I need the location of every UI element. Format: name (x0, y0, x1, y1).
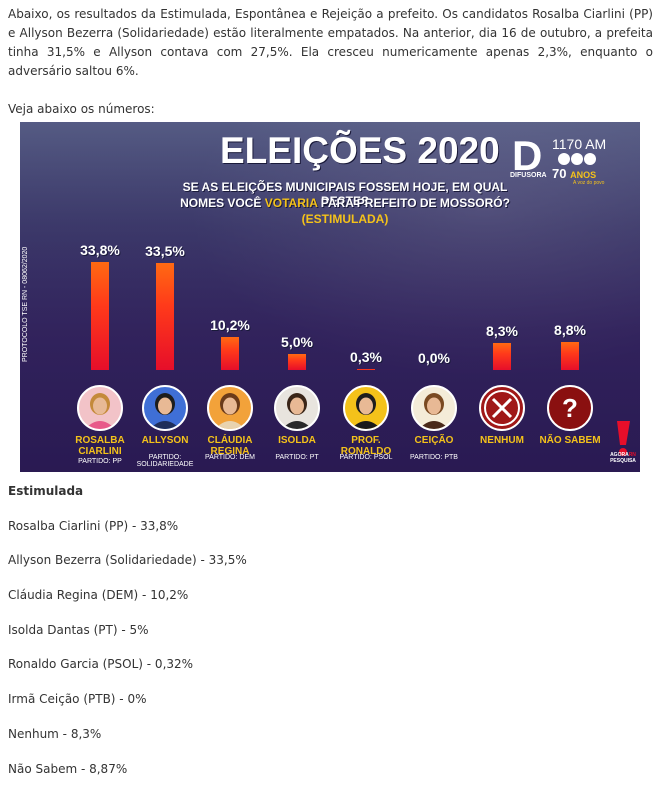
chart-bar (561, 341, 579, 370)
bar-value-label: 8,3% (486, 323, 518, 340)
svg-text:?: ? (562, 393, 578, 423)
candidate-name: NÃO SABEM (539, 435, 601, 446)
protocol-text: PROTOCOLO TSE RN - 08062/2020 (22, 246, 29, 362)
station-years: 70 ANOS (552, 166, 596, 181)
station-logo-letter: D (512, 132, 543, 179)
results-heading: Estimulada (8, 484, 84, 498)
station-tagline: A voz do povo (573, 180, 605, 186)
infographic-title: ELEIÇÕES 2020 (220, 130, 500, 171)
candidate-party: PARTIDO: SOLIDARIEDADE (136, 454, 194, 468)
result-item: Cláudia Regina (DEM) - 10,2% (8, 588, 189, 602)
poll-infographic: ELEIÇÕES 2020 SE AS ELEIÇÕES MUNICIPAIS … (20, 122, 640, 472)
bar-value-label: 0,0% (418, 350, 450, 366)
result-item: Não Sabem - 8,87% (8, 762, 128, 776)
woman-portrait (274, 385, 320, 431)
bar-value-label: 33,5% (145, 242, 185, 259)
chart-bar (156, 262, 174, 370)
question-line-2-a: NOMES VOCÊ (180, 196, 265, 210)
result-item: Nenhum - 8,3% (8, 727, 102, 741)
candidate-name: NENHUM (480, 435, 524, 446)
candidate-party: PARTIDO: PT (275, 454, 319, 461)
station-years-suffix: ANOS (570, 170, 597, 180)
pollster-exclamation-icon (617, 421, 630, 456)
candidate-name: CLÁUDIA REGINA (207, 435, 253, 457)
background-overlay (20, 122, 640, 472)
woman-portrait (207, 385, 253, 431)
station-frequency: 1170 AM (552, 136, 607, 152)
candidate-name: ISOLDA (278, 435, 316, 446)
candidate-name: ALLYSON (141, 435, 189, 446)
question-line-2: NOMES VOCÊ VOTARIA PARA PREFEITO DE MOSS… (160, 196, 530, 210)
candidate-party: PARTIDO: DEM (205, 454, 255, 461)
candidate-name: ROSALBA CIARLINI (75, 435, 125, 457)
article-intro: Abaixo, os resultados da Estimulada, Esp… (8, 7, 653, 78)
candidate-party: PARTIDO: PSOL (339, 454, 393, 461)
station-name: DIFUSORA (510, 172, 547, 179)
x-icon (479, 385, 525, 431)
candidate-party: PARTIDO: PTB (410, 454, 458, 461)
question-line-2-b: PARA PREFEITO DE MOSSORÓ? (317, 196, 510, 210)
pollster-sub: PESQUISA (610, 458, 636, 464)
station-years-number: 70 (552, 166, 567, 181)
bar-value-label: 33,8% (80, 241, 120, 258)
woman-portrait (77, 385, 123, 431)
result-item: Allyson Bezerra (Solidariedade) - 33,5% (8, 553, 247, 567)
chart-bar (357, 369, 375, 370)
chart-bar (493, 343, 511, 370)
chart-bar (221, 337, 239, 370)
infographic-subtitle: (ESTIMULADA) (301, 212, 389, 226)
bar-value-label: 10,2% (210, 317, 250, 334)
candidate-name: CEIÇÃO (414, 435, 454, 446)
result-item: Isolda Dantas (PT) - 5% (8, 623, 149, 637)
woman-portrait (411, 385, 457, 431)
result-item: Irmã Ceição (PTB) - 0% (8, 692, 147, 706)
man-portrait (343, 385, 389, 431)
pollster-suffix: RN (628, 452, 636, 458)
pollster-name: AGORA (610, 452, 629, 458)
man-portrait (142, 385, 188, 431)
station-logo-icon (558, 153, 598, 167)
pollster-label: AGORARN PESQUISA (606, 452, 640, 464)
bar-value-label: 8,8% (554, 321, 586, 338)
result-item: Rosalba Ciarlini (PP) - 33,8% (8, 519, 179, 533)
question-line-1: SE AS ELEIÇÕES MUNICIPAIS FOSSEM HOJE, E… (182, 180, 508, 208)
candidate-party: PARTIDO: PP (78, 458, 122, 465)
result-item: Ronaldo Garcia (PSOL) - 0,32% (8, 657, 194, 671)
chart-bar (91, 261, 109, 370)
see-below-text: Veja abaixo os números: (8, 102, 155, 116)
question-icon: ? (547, 385, 593, 431)
bar-value-label: 5,0% (281, 334, 313, 350)
candidate-name: PROF. RONALDO (340, 435, 392, 457)
chart-bar (288, 354, 306, 370)
question-highlight: VOTARIA (264, 196, 318, 210)
bar-value-label: 0,3% (350, 349, 382, 366)
